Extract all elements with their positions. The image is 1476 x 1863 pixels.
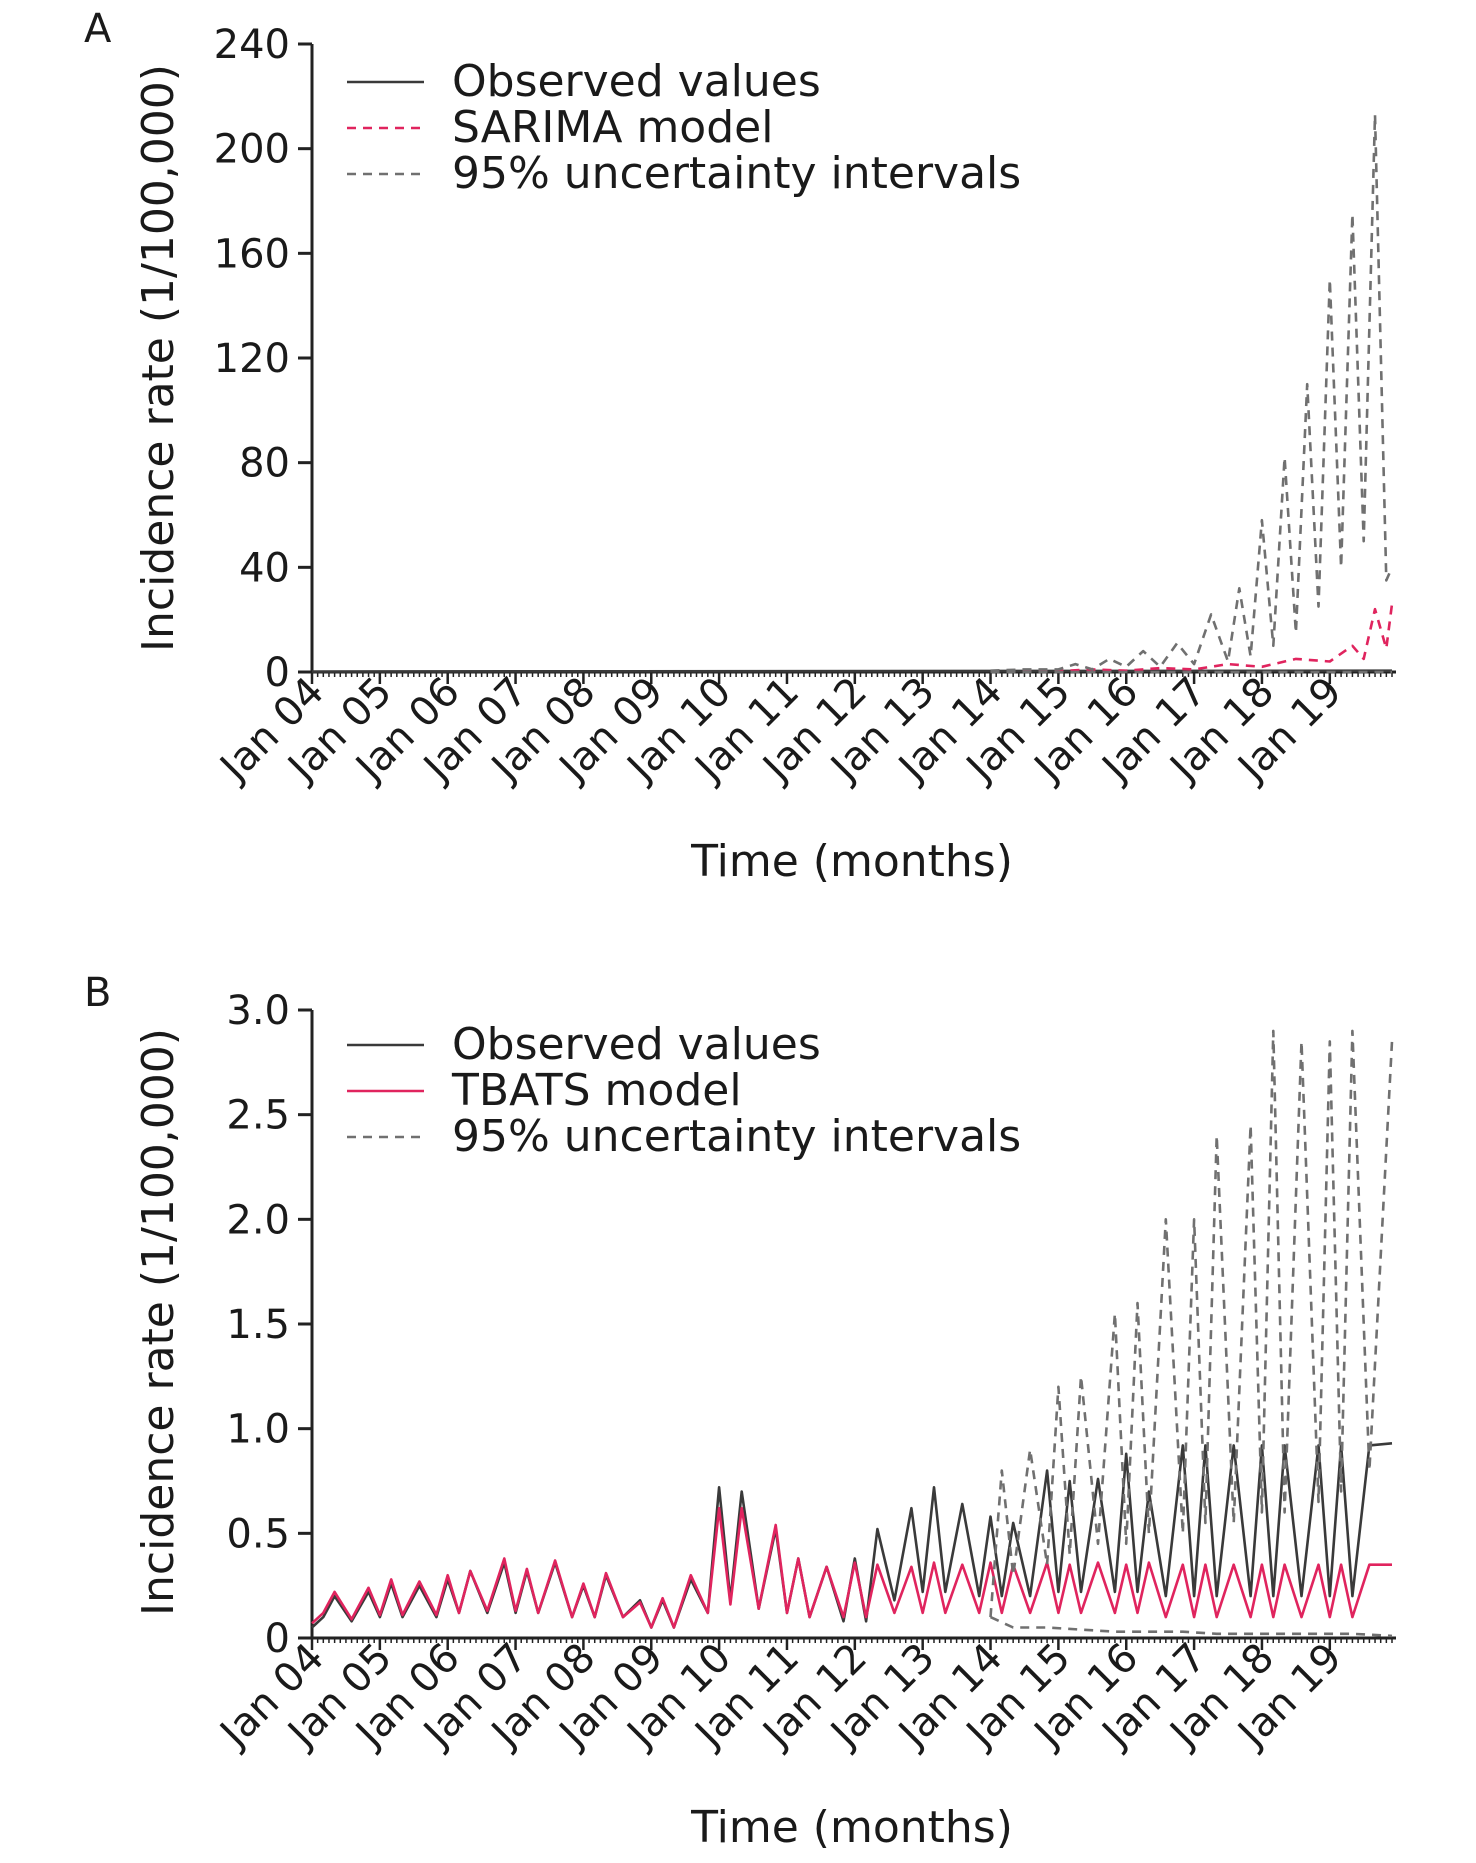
legend-label: SARIMA model xyxy=(452,102,773,153)
legend-label: Observed values xyxy=(452,56,821,107)
y-tick-label: 2.0 xyxy=(226,1197,290,1243)
legend-label: 95% uncertainty intervals xyxy=(452,1111,1021,1162)
y-tick-label: 1.5 xyxy=(226,1302,290,1348)
y-tick-label: 120 xyxy=(214,336,290,382)
y-tick-label: 200 xyxy=(214,127,290,173)
legend-label: 95% uncertainty intervals xyxy=(452,148,1021,199)
y-tick-label: 160 xyxy=(214,231,290,277)
series-line-0 xyxy=(311,1442,1393,1629)
series-line-0 xyxy=(311,669,1393,673)
y-axis-title: Incidence rate (1/100,000) xyxy=(133,64,184,652)
y-tick-label: 2.5 xyxy=(226,1093,290,1139)
y-tick-label: 40 xyxy=(239,545,290,591)
y-tick-label: 3.0 xyxy=(226,988,290,1034)
y-tick-label: 1.0 xyxy=(226,1407,290,1453)
y-axis-title: Incidence rate (1/100,000) xyxy=(133,1028,184,1616)
series-line-3 xyxy=(989,1615,1393,1638)
legend-label: Observed values xyxy=(452,1019,821,1070)
panel-b-label: B xyxy=(84,970,111,1016)
series-line-2 xyxy=(989,1029,1394,1618)
series-line-1 xyxy=(990,603,1394,673)
legend-label: TBATS model xyxy=(451,1065,742,1116)
y-tick-label: 80 xyxy=(239,441,290,487)
series-line-2 xyxy=(990,113,1394,672)
y-tick-label: 0.5 xyxy=(226,1511,290,1557)
y-tick-label: 0 xyxy=(265,650,290,696)
y-tick-label: 0 xyxy=(265,1616,290,1662)
panel-a-label: A xyxy=(84,6,112,52)
series-line-1 xyxy=(311,1506,1392,1629)
y-tick-label: 240 xyxy=(214,22,290,68)
x-axis-title: Time (months) xyxy=(690,836,1013,887)
x-axis-title: Time (months) xyxy=(690,1802,1013,1853)
